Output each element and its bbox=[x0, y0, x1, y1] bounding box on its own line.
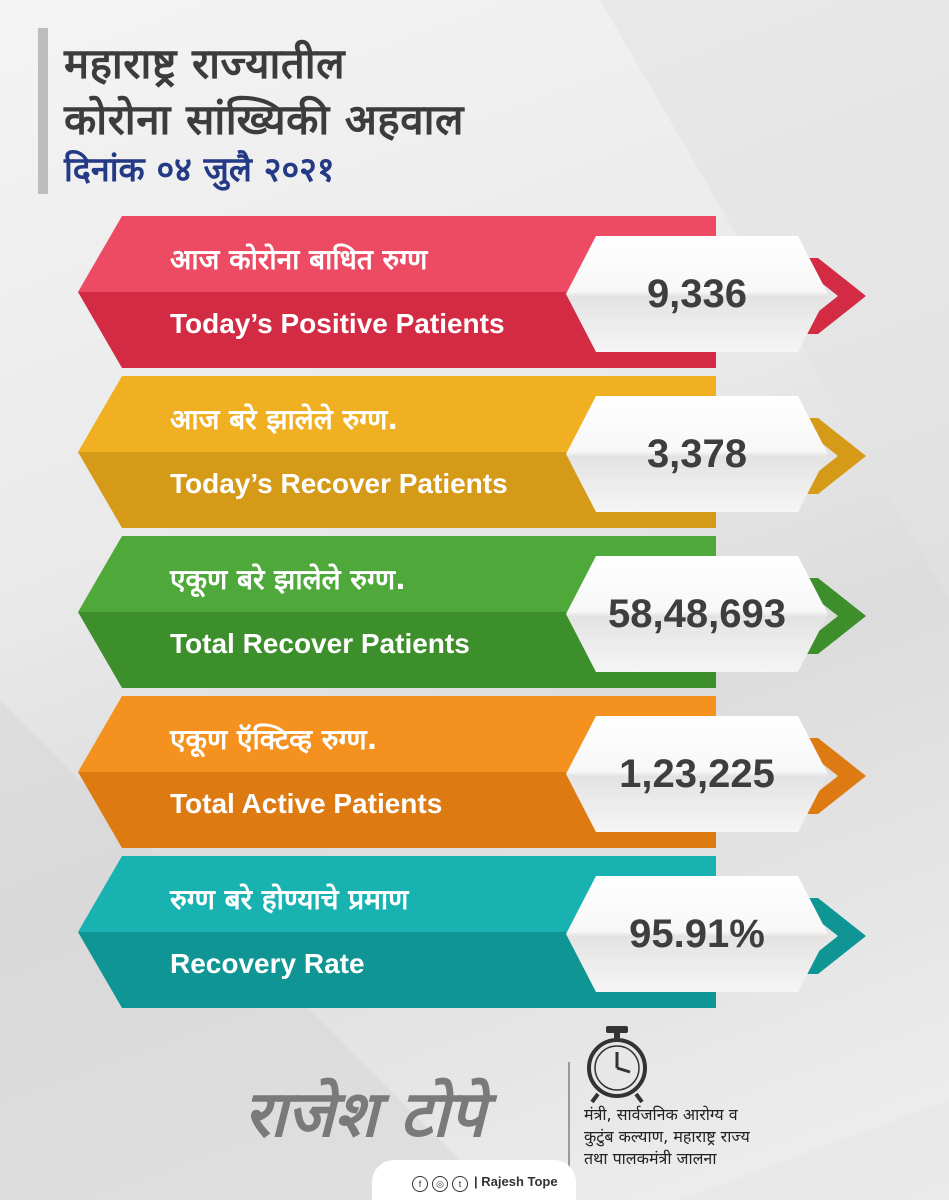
footer-divider bbox=[568, 1062, 570, 1170]
value-pill bbox=[566, 236, 828, 352]
chevron-right-icon bbox=[790, 418, 866, 494]
stat-value: 58,48,693 bbox=[608, 592, 786, 636]
stat-label-marathi: आज कोरोना बाधित रुग्ण bbox=[170, 243, 428, 276]
stat-label-marathi: एकूण ऍक्टिव्ह रुग्ण. bbox=[170, 723, 378, 756]
stat-value: 1,23,225 bbox=[619, 752, 775, 796]
minister-line-3: तथा पालकमंत्री जालना bbox=[584, 1149, 717, 1168]
facebook-icon[interactable]: f bbox=[412, 1176, 428, 1192]
stat-row-total-active: 1,23,225 एकूण ऍक्टिव्ह रुग्ण. Total Acti… bbox=[78, 696, 868, 848]
chevron-right-icon bbox=[790, 578, 866, 654]
social-handle[interactable]: | Rajesh Tope bbox=[474, 1174, 558, 1189]
stat-value: 3,378 bbox=[646, 432, 748, 476]
title-line-1: महाराष्ट्र राज्यातील bbox=[64, 39, 346, 88]
stat-label-english: Today’s Recover Patients bbox=[170, 468, 508, 499]
stat-label-marathi: रुग्ण बरे होण्याचे प्रमाण bbox=[170, 883, 409, 916]
clock-icon bbox=[587, 1026, 647, 1104]
value-pill bbox=[566, 876, 828, 992]
instagram-icon[interactable]: ◎ bbox=[432, 1176, 448, 1192]
minister-line-1: मंत्री, सार्वजनिक आरोग्य व bbox=[584, 1105, 738, 1124]
stat-label-english: Recovery Rate bbox=[170, 948, 365, 979]
chevron-right-icon bbox=[790, 738, 866, 814]
value-pill bbox=[566, 396, 828, 512]
title-line-2: कोरोना सांख्यिकी अहवाल bbox=[64, 95, 464, 144]
header-accent-bar bbox=[38, 28, 48, 194]
stat-row-recovery-rate: 95.91% रुग्ण बरे होण्याचे प्रमाण Recover… bbox=[78, 856, 868, 1008]
stat-label-marathi: आज बरे झालेले रुग्ण. bbox=[170, 403, 398, 436]
chevron-right-icon bbox=[790, 898, 866, 974]
twitter-icon[interactable]: t bbox=[452, 1176, 468, 1192]
report-date: दिनांक ०४ जुलै २०२१ bbox=[64, 150, 335, 190]
stat-label-english: Total Active Patients bbox=[170, 788, 443, 819]
stat-row-positive: 9,336 आज कोरोना बाधित रुग्ण Today’s Posi… bbox=[78, 216, 868, 368]
value-pill bbox=[566, 556, 828, 672]
stat-label-english: Today’s Positive Patients bbox=[170, 308, 505, 339]
stat-value: 95.91% bbox=[629, 912, 765, 956]
stat-row-total-recover: 58,48,693 एकूण बरे झालेले रुग्ण. Total R… bbox=[78, 536, 868, 688]
stat-row-today-recover: 3,378 आज बरे झालेले रुग्ण. Today’s Recov… bbox=[78, 376, 868, 528]
social-bar: f ◎ t | Rajesh Tope bbox=[372, 1160, 576, 1200]
chevron-right-icon bbox=[790, 258, 866, 334]
minister-designation: मंत्री, सार्वजनिक आरोग्य व कुटुंब कल्याण… bbox=[584, 1104, 750, 1170]
signature-logo: राजेश टोपे bbox=[244, 1077, 486, 1152]
stat-value: 9,336 bbox=[646, 272, 748, 316]
minister-line-2: कुटुंब कल्याण, महाराष्ट्र राज्य bbox=[584, 1127, 750, 1146]
stat-label-english: Total Recover Patients bbox=[170, 628, 470, 659]
stat-label-marathi: एकूण बरे झालेले रुग्ण. bbox=[170, 563, 406, 596]
value-pill bbox=[566, 716, 828, 832]
